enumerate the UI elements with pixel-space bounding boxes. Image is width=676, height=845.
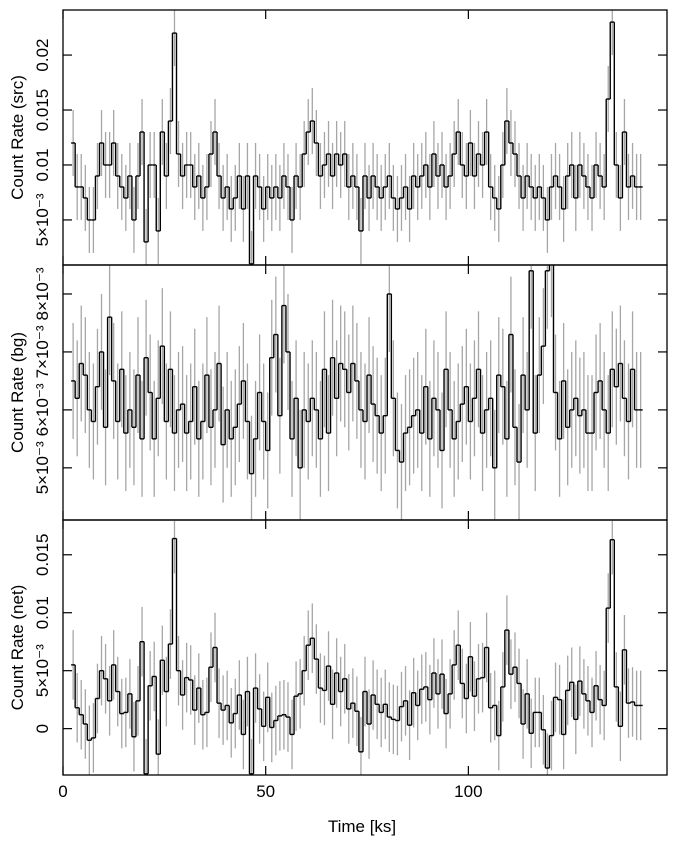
plot-frame [62,519,668,776]
y-tick-label: 0.02 [33,39,52,72]
y-axis-label: Count Rate (src) [8,75,27,200]
plot-area [71,265,643,520]
x-tick-label: 100 [454,782,482,801]
y-tick-label: 0.01 [33,596,52,629]
y-tick-label: 5×10⁻³ [33,441,52,494]
y-tick-label: 0.015 [33,533,52,576]
y-tick-label: 7×10⁻³ [33,325,52,378]
y-tick-label: 0 [33,724,52,733]
y-tick-label: 5×10⁻³ [33,193,52,246]
x-axis-label: Time [ks] [328,817,396,836]
y-tick-label: 8×10⁻³ [33,267,52,320]
plot-area [71,520,643,775]
y-tick-label: 6×10⁻³ [33,383,52,436]
y-tick-label: 0.015 [33,89,52,132]
x-tick-label: 0 [58,782,67,801]
y-axis-label: Count Rate (bg) [8,332,27,453]
y-tick-label: 0.01 [33,148,52,181]
plot-area [71,10,643,265]
x-tick-label: 50 [256,782,275,801]
y-axis-label: Count Rate (net) [8,585,27,711]
y-tick-label: 5×10⁻³ [33,644,52,697]
